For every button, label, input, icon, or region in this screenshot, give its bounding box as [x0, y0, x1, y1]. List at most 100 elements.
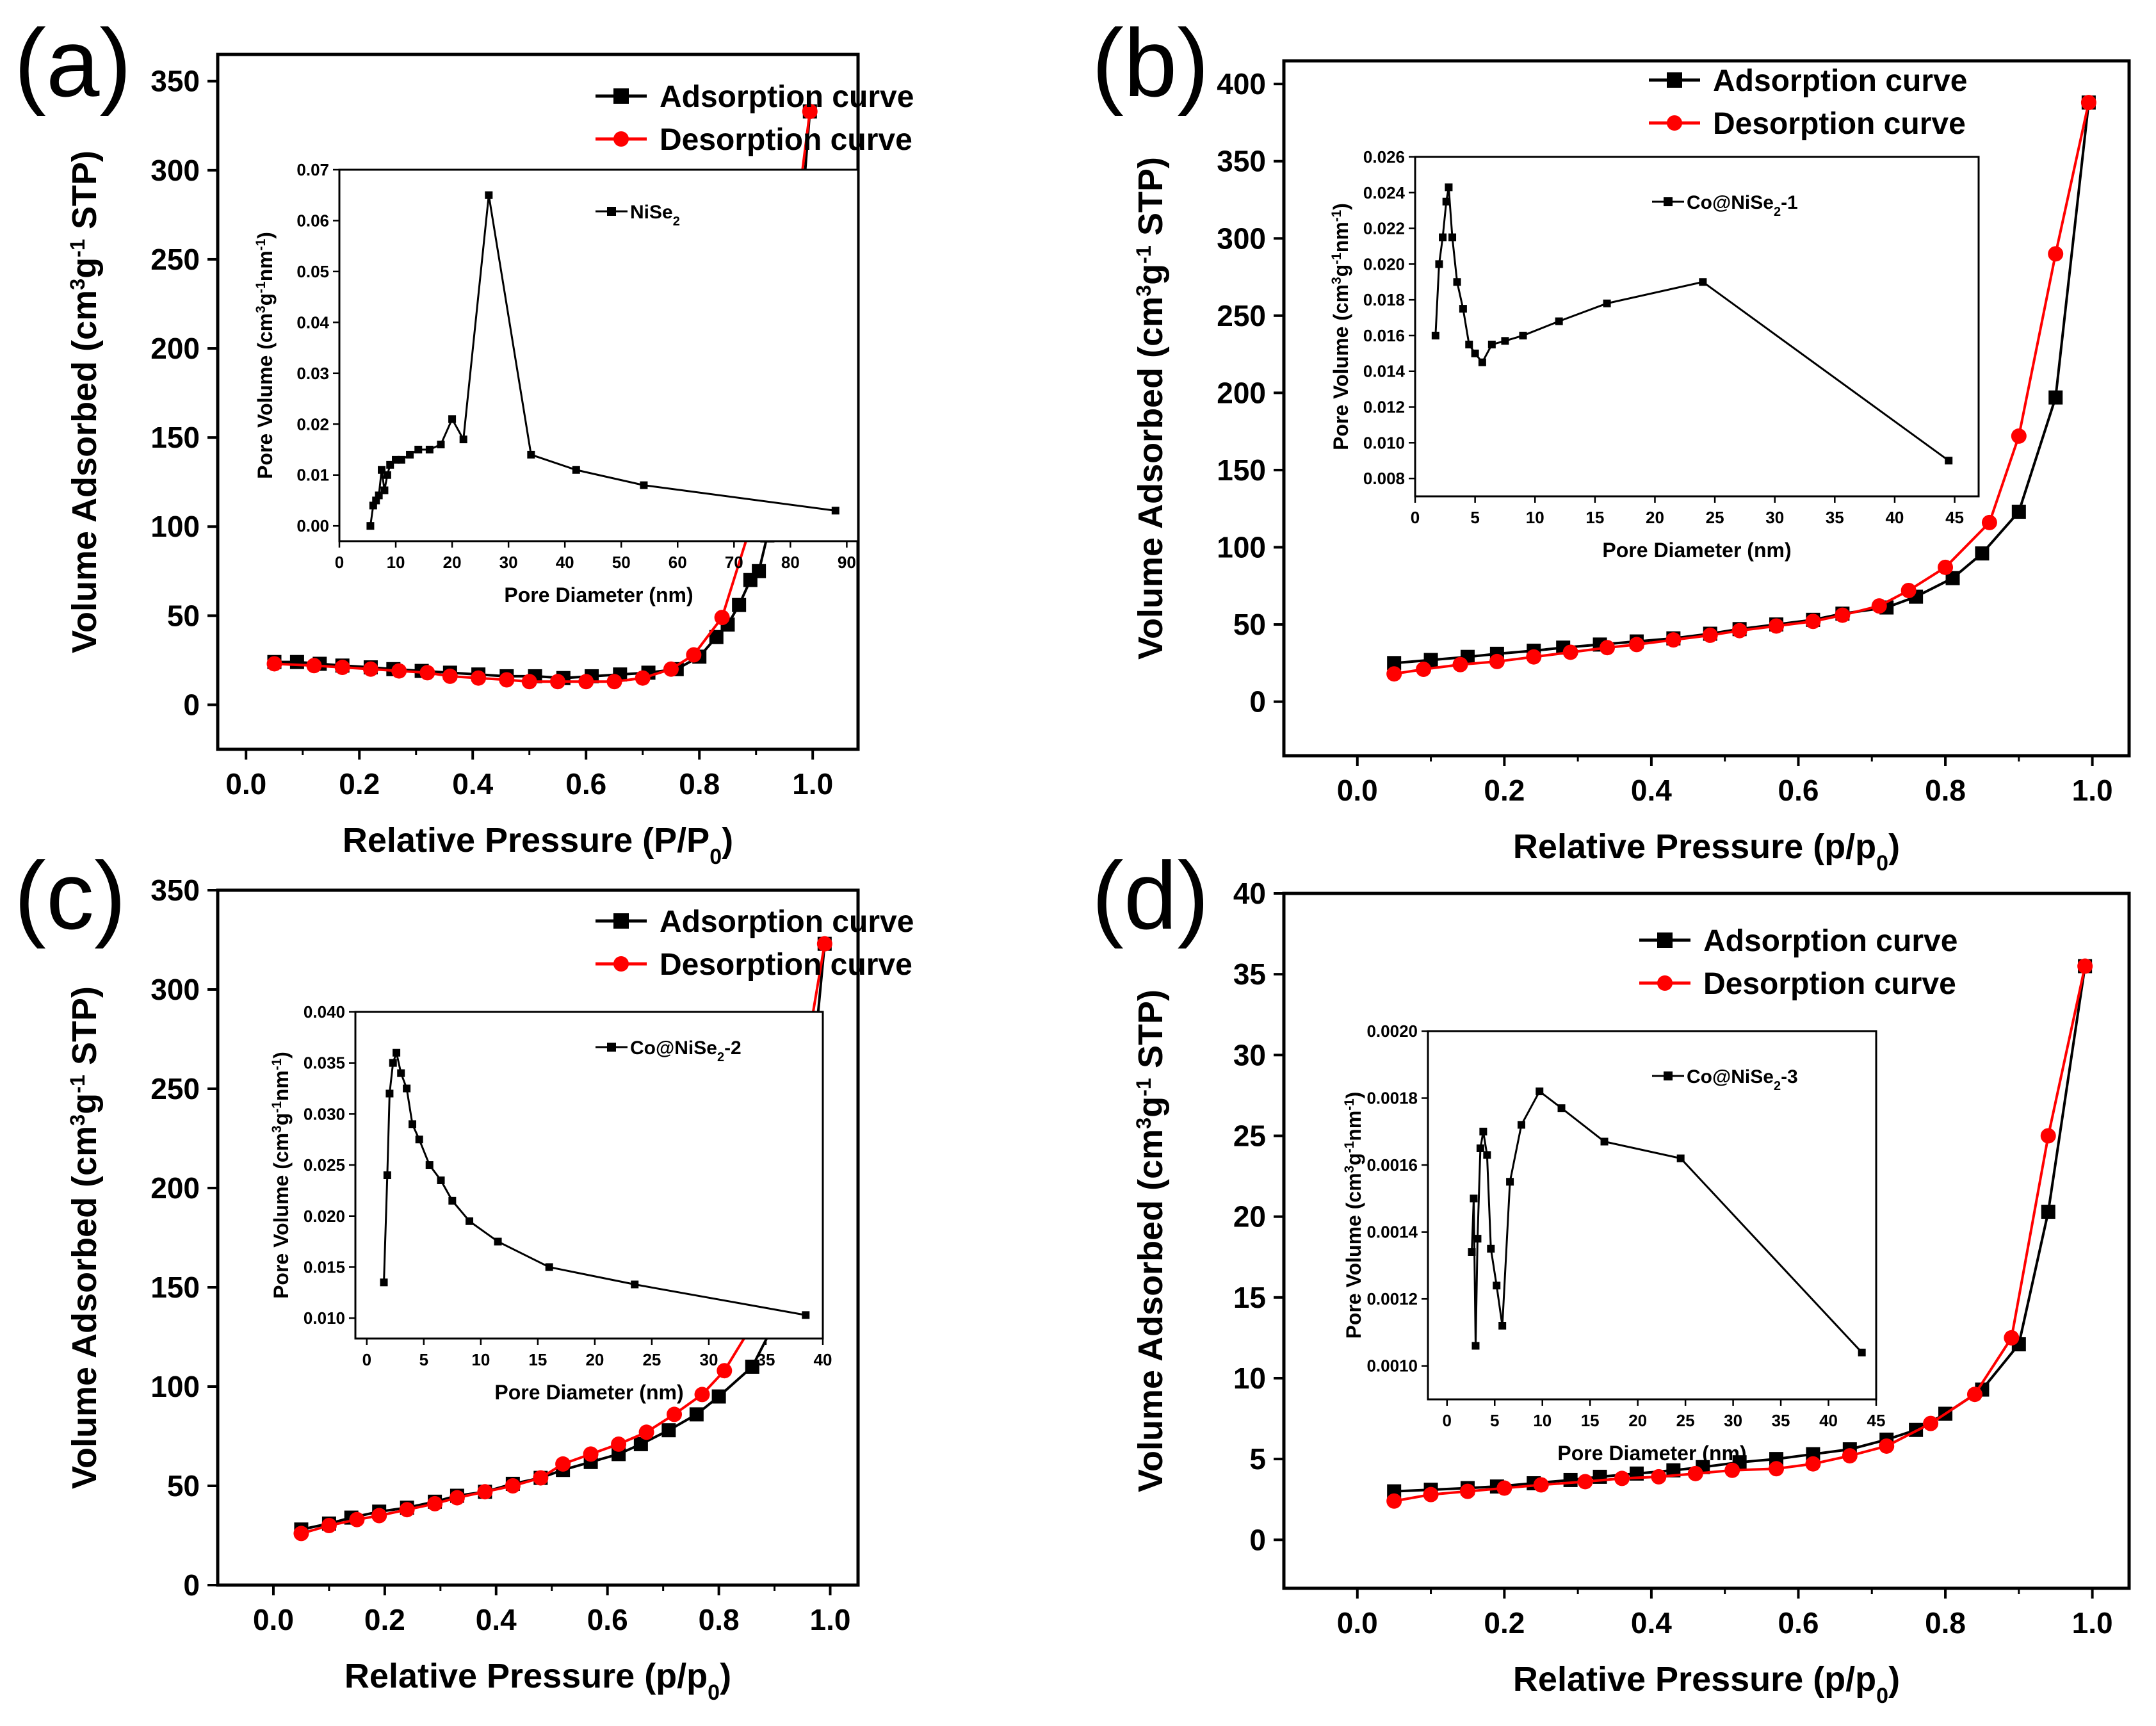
- inset-y-axis-title-a: Pore Volume (cm: [254, 313, 277, 479]
- inset-legend-marker: [607, 207, 616, 216]
- inset-point: [1555, 317, 1563, 325]
- inset-y-axis-title-sup2: -1: [270, 1101, 284, 1113]
- desorption-point: [694, 1387, 710, 1403]
- inset-point: [1445, 183, 1453, 191]
- inset-y-tick-label: 0.030: [304, 1104, 345, 1123]
- x-tick-label: 0.4: [1631, 1606, 1672, 1640]
- desorption-point: [611, 1436, 627, 1452]
- x-tick-label: 0.0: [1337, 774, 1378, 807]
- y-tick-label: 250: [150, 1072, 200, 1105]
- inset-line: [1434, 187, 1950, 462]
- desorption-point: [399, 1502, 415, 1518]
- desorption-point: [1966, 1387, 1982, 1403]
- adsorption-point: [745, 1360, 759, 1374]
- y-tick-label: 25: [1233, 1119, 1266, 1152]
- adsorption-point: [2048, 390, 2063, 405]
- inset-frame: [1414, 156, 1980, 498]
- desorption-point: [1651, 1469, 1667, 1485]
- desorption-point: [638, 1424, 654, 1440]
- inset-x-tick-label: 40: [1885, 508, 1904, 527]
- desorption-point: [1879, 1438, 1895, 1454]
- y-axis-title: Volume Adsorbed (cm3g-1 STP): [65, 151, 104, 653]
- y-axis-title-a: Volume Adsorbed (cm: [65, 1126, 104, 1489]
- inset-y-tick-label: 0.0010: [1366, 1356, 1418, 1376]
- y-tick-label: 200: [150, 332, 200, 365]
- desorption-point: [306, 658, 322, 674]
- inset-x-tick-label: 70: [725, 553, 743, 572]
- y-axis-title-sup1: 3: [66, 279, 89, 290]
- inset-y-axis-title-sup3: -1: [254, 239, 268, 251]
- y-tick-label: 0: [1249, 685, 1266, 719]
- inset-legend-marker: [607, 1043, 616, 1052]
- desorption-point: [635, 670, 651, 686]
- y-tick-label: 150: [150, 421, 200, 454]
- inset-point: [1536, 1087, 1544, 1096]
- desorption-point: [1666, 632, 1682, 648]
- legend-marker: [1657, 932, 1673, 948]
- y-tick-label: 0: [183, 1568, 200, 1602]
- inset-point: [1483, 1151, 1491, 1159]
- inset-y-tick-label: 0.022: [1363, 219, 1405, 238]
- inset: 0 5 10 15 20 25 30 35 40 0.010 0.015 0.020 0.025 0.03…: [270, 1002, 832, 1404]
- inset-legend-marker: [1664, 197, 1673, 206]
- y-tick-label: 0: [183, 688, 200, 721]
- y-axis-title-sup2: -1: [66, 239, 89, 257]
- inset-legend-after: -3: [1781, 1066, 1798, 1087]
- inset-x-tick-label: 20: [1628, 1411, 1647, 1430]
- x-axis-title-main: Relative Pressure (p/p: [344, 1657, 708, 1695]
- inset-y-axis-title: Pore Volume (cm3g-1nm-1): [270, 1052, 293, 1299]
- desorption-point: [321, 1518, 337, 1533]
- desorption-point: [802, 104, 818, 120]
- plot-frame: [216, 888, 860, 1587]
- y-axis-title-c: STP): [65, 151, 104, 239]
- desorption-point: [1533, 1477, 1549, 1493]
- y-axis-title-a: Volume Adsorbed (cm: [1131, 297, 1170, 660]
- x-axis-title-sub: 0: [709, 845, 722, 869]
- inset-x-tick-label: 35: [1772, 1411, 1790, 1430]
- inset-x-tick-label: 10: [387, 553, 405, 572]
- desorption-point: [1600, 640, 1616, 656]
- inset-x-tick-label: 10: [471, 1350, 490, 1369]
- y-axis-title-sup1: 3: [1132, 1118, 1155, 1129]
- inset-y-axis-title-d: ): [1329, 203, 1352, 210]
- inset-point: [1600, 1137, 1609, 1146]
- inset-point: [380, 1278, 388, 1287]
- desorption-point: [449, 1490, 465, 1506]
- inset-x-tick-label: 5: [1470, 508, 1479, 527]
- inset-point: [414, 445, 423, 453]
- desorption-point: [2040, 1128, 2056, 1144]
- adsorption-point: [661, 1423, 676, 1438]
- inset-point: [1676, 1154, 1685, 1162]
- y-tick-label: 200: [1217, 376, 1266, 409]
- inset-legend-main: Co@NiSe: [1687, 1066, 1774, 1087]
- inset-y-axis-title-b: g: [270, 1113, 293, 1126]
- inset-y-tick-label: 0.02: [296, 414, 329, 434]
- y-axis-title-b: g: [1131, 1096, 1170, 1118]
- inset-y-tick-label: 0.040: [304, 1002, 345, 1022]
- inset: 0 10 20 30 40 50 60 70 80 90 0.00 0.01 0.02 0.03 0.04 0…: [254, 160, 859, 607]
- inset-y-axis-title-sup1: 3: [1342, 1166, 1357, 1173]
- inset-y-axis-title-c: nm: [1329, 222, 1352, 252]
- y-axis-title-sup1: 3: [66, 1114, 89, 1126]
- adsorption-point: [1975, 546, 1990, 561]
- inset-legend-main: Co@NiSe: [1687, 192, 1774, 213]
- x-tick-label: 0.4: [1631, 774, 1672, 807]
- adsorption-point: [1387, 656, 1402, 671]
- inset-y-tick-label: 0.010: [1363, 433, 1405, 452]
- y-axis-title-sup2: -1: [1132, 245, 1155, 264]
- y-axis-title: Volume Adsorbed (cm3g-1 STP): [65, 986, 104, 1489]
- inset-y-axis-title-sup3: -1: [270, 1059, 284, 1071]
- inset-point: [425, 1161, 434, 1169]
- desorption-point: [555, 1456, 571, 1472]
- inset-point: [485, 191, 493, 199]
- legend-adsorption: Adsorption curve: [660, 80, 914, 114]
- inset-y-tick-label: 0.012: [1363, 398, 1405, 417]
- legend-marker: [1667, 72, 1682, 88]
- inset-y-axis-title-b: g: [254, 293, 277, 306]
- inset-legend-main: Co@NiSe: [630, 1038, 717, 1059]
- y-tick-label: 50: [167, 1469, 200, 1502]
- inset-y-axis-title-sup2: -1: [254, 281, 268, 293]
- inset-point: [466, 1217, 474, 1225]
- inset-point: [1471, 1342, 1480, 1350]
